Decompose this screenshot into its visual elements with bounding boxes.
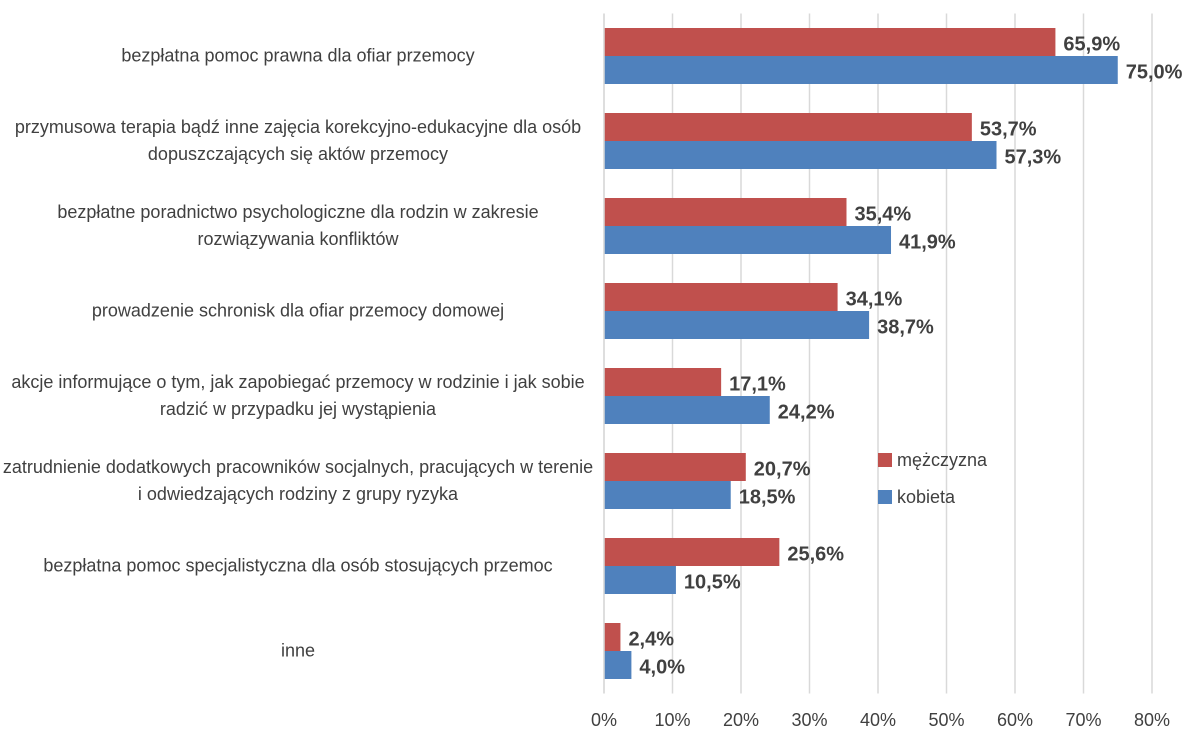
data-label: 25,6% (787, 543, 844, 565)
category-label: bezpłatne poradnictwo psychologiczne dla… (57, 202, 539, 249)
category-label: prowadzenie schronisk dla ofiar przemocy… (91, 300, 505, 321)
data-label: 38,7% (877, 316, 934, 338)
bar (604, 311, 870, 339)
legend-label: kobieta (897, 487, 956, 507)
data-label: 41,9% (899, 231, 956, 253)
data-label: 4,0% (639, 656, 685, 678)
data-label: 17,1% (729, 373, 786, 395)
legend-label: mężczyzna (897, 450, 988, 470)
bar (604, 453, 746, 481)
data-label: 57,3% (1005, 146, 1062, 168)
x-tick-label: 30% (791, 710, 827, 730)
x-tick-label: 80% (1134, 710, 1170, 730)
category-label: bezpłatna pomoc prawna dla ofiar przemoc… (121, 45, 475, 66)
bar (604, 623, 621, 651)
data-label: 2,4% (628, 628, 674, 650)
bar (604, 368, 722, 396)
bar (604, 481, 731, 509)
category-label: przymusowa terapia bądź inne zajęcia kor… (14, 117, 582, 164)
x-tick-label: 10% (654, 710, 690, 730)
bar (604, 566, 676, 594)
bar (604, 283, 838, 311)
x-tick-label: 60% (997, 710, 1033, 730)
x-tick-label: 20% (723, 710, 759, 730)
category-label: akcje informujące o tym, jak zapobiegać … (11, 372, 585, 419)
data-label: 53,7% (980, 118, 1037, 140)
x-tick-label: 70% (1065, 710, 1101, 730)
data-label: 65,9% (1063, 33, 1120, 55)
x-tick-label: 0% (591, 710, 617, 730)
bar (604, 113, 972, 141)
bar (604, 226, 892, 254)
x-tick-label: 40% (860, 710, 896, 730)
bar (604, 56, 1118, 84)
legend-swatch (878, 453, 892, 467)
category-label: bezpłatna pomoc specjalistyczna dla osób… (43, 555, 553, 576)
x-tick-label: 50% (928, 710, 964, 730)
data-label: 75,0% (1126, 61, 1183, 83)
data-label: 34,1% (846, 288, 903, 310)
bar (604, 28, 1056, 56)
data-label: 20,7% (754, 458, 811, 480)
data-label: 24,2% (778, 401, 835, 423)
category-label: inne (280, 640, 316, 661)
bar (604, 651, 632, 679)
data-label: 18,5% (739, 486, 796, 508)
bar (604, 198, 847, 226)
data-label: 35,4% (854, 203, 911, 225)
bar (604, 141, 997, 169)
legend-swatch (878, 490, 892, 504)
category-label: zatrudnienie dodatkowych pracowników soc… (2, 457, 594, 504)
bar (604, 538, 780, 566)
data-label: 10,5% (684, 571, 741, 593)
bar (604, 396, 770, 424)
